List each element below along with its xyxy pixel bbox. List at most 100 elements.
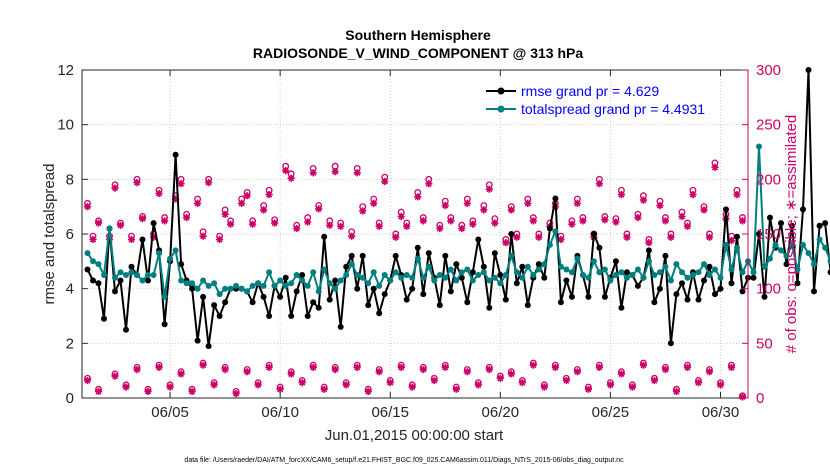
totalspread-data-point: [403, 272, 410, 278]
rmse-data-point: [436, 302, 443, 309]
obs-assimilated-marker: [265, 191, 273, 199]
obs-assimilated-marker: [463, 368, 471, 376]
rmse-data-point: [277, 293, 284, 300]
obs-assimilated-marker: [727, 363, 736, 371]
rmse-data-point: [822, 220, 829, 227]
totalspread-data-point: [508, 252, 515, 259]
obs-assimilated-marker: [650, 376, 658, 385]
totalspread-data-point: [299, 277, 306, 284]
obs-assimilated-marker: [573, 199, 581, 207]
obs-assimilated-marker: [419, 217, 427, 225]
y-left-tick-label: 4: [66, 281, 74, 298]
obs-assimilated-marker: [155, 363, 163, 371]
obs-assimilated-marker: [227, 220, 235, 228]
rmse-data-point: [513, 280, 520, 287]
obs-assimilated-marker: [271, 219, 279, 227]
totalspread-data-point: [541, 261, 548, 268]
totalspread-data-point: [739, 269, 746, 276]
obs-assimilated-marker: [205, 179, 213, 187]
obs-assimilated-marker: [199, 361, 207, 369]
obs-assimilated-marker: [634, 214, 642, 222]
rmse-data-point: [260, 293, 267, 300]
rmse-data-point: [112, 288, 118, 295]
totalspread-data-point: [629, 272, 636, 278]
totalspread-data-point: [651, 272, 658, 278]
rmse-data-point: [800, 206, 806, 213]
y-right-tick-label: 100: [756, 281, 781, 298]
obs-assimilated-marker: [375, 222, 383, 230]
rmse-data-point: [546, 225, 553, 232]
y-axis-right-label: # of obs: o=possible; ∗=assimilated: [783, 115, 800, 354]
totalspread-data-point: [623, 274, 630, 281]
totalspread-data-point: [734, 244, 740, 251]
rmse-data-point: [403, 296, 410, 303]
y-right-tick-label: 300: [756, 62, 781, 79]
rmse-data-point: [524, 302, 531, 309]
rmse-data-point: [486, 304, 493, 311]
obs-assimilated-marker: [249, 220, 257, 228]
rmse-data-point: [128, 263, 135, 270]
totalspread-data-point: [266, 269, 273, 276]
rmse-data-point: [123, 326, 129, 333]
y-left-tick-label: 10: [57, 117, 74, 134]
rmse-data-point: [310, 299, 317, 306]
totalspread-data-point: [486, 277, 493, 284]
totalspread-data-point: [205, 282, 212, 289]
totalspread-data-point: [90, 258, 96, 265]
rmse-data-point: [420, 291, 427, 298]
obs-assimilated-marker: [678, 212, 686, 221]
y-right-tick-label: 50: [756, 335, 773, 352]
rmse-data-point: [662, 252, 669, 259]
obs-assimilated-marker: [359, 207, 367, 215]
rmse-data-point: [541, 274, 548, 281]
x-tick-label: 06/20: [482, 404, 520, 421]
obs-assimilated-marker: [276, 385, 284, 393]
obs-assimilated-marker: [672, 387, 680, 395]
rmse-data-point: [618, 304, 625, 311]
chart-subtitle: RADIOSONDE_V_WIND_COMPONENT @ 313 hPa: [253, 45, 583, 61]
obs-assimilated-marker: [474, 381, 482, 389]
obs-assimilated-marker: [667, 233, 675, 241]
rmse-data-point: [767, 214, 773, 221]
legend: rmse grand pr = 4.629 totalspread grand …: [486, 83, 705, 117]
obs-assimilated-marker: [436, 224, 444, 233]
totalspread-data-point: [618, 269, 625, 276]
obs-assimilated-marker: [661, 217, 669, 225]
obs-assimilated-marker: [298, 379, 306, 387]
rmse-data-point: [414, 244, 421, 251]
rmse-data-point: [811, 288, 817, 295]
rmse-data-point: [282, 274, 289, 281]
obs-assimilated-marker: [617, 370, 625, 378]
obs-assimilated-marker: [518, 379, 526, 387]
data-file-footnote: data file: /Users/raeder/DAI/ATM_forcXX/…: [184, 457, 624, 464]
rmse-data-point: [189, 285, 196, 292]
rmse-data-point: [464, 299, 471, 306]
obs-assimilated-marker: [727, 237, 736, 245]
obs-assimilated-marker: [315, 205, 323, 213]
totalspread-data-point: [271, 282, 278, 289]
x-tick-label: 06/30: [702, 404, 740, 421]
totalspread-data-point: [684, 274, 691, 281]
rmse-data-point: [783, 261, 790, 268]
rmse-data-point: [117, 277, 124, 284]
obs-assimilated-marker: [238, 199, 246, 207]
rmse-data-point: [343, 263, 350, 270]
totalspread-data-point: [442, 274, 449, 281]
obs-assimilated-marker: [441, 202, 449, 210]
rmse-data-point: [178, 261, 185, 268]
rmse-data-point: [673, 291, 680, 298]
obs-assimilated-marker: [320, 385, 328, 393]
y-right-tick-label: 250: [756, 117, 781, 134]
obs-assimilated-marker: [287, 174, 295, 182]
totalspread-data-point: [519, 274, 526, 281]
totalspread-data-point: [706, 272, 713, 278]
obs-assimilated-marker: [199, 232, 207, 240]
totalspread-data-point: [260, 282, 267, 289]
totalspread-data-point: [343, 272, 350, 278]
y-left-tick-label: 6: [66, 226, 74, 243]
rmse-data-point: [326, 296, 333, 303]
obs-assimilated-marker: [194, 199, 202, 207]
obs-assimilated-marker: [265, 363, 273, 371]
obs-assimilated-marker: [403, 222, 411, 230]
rmse-data-point: [497, 272, 504, 278]
